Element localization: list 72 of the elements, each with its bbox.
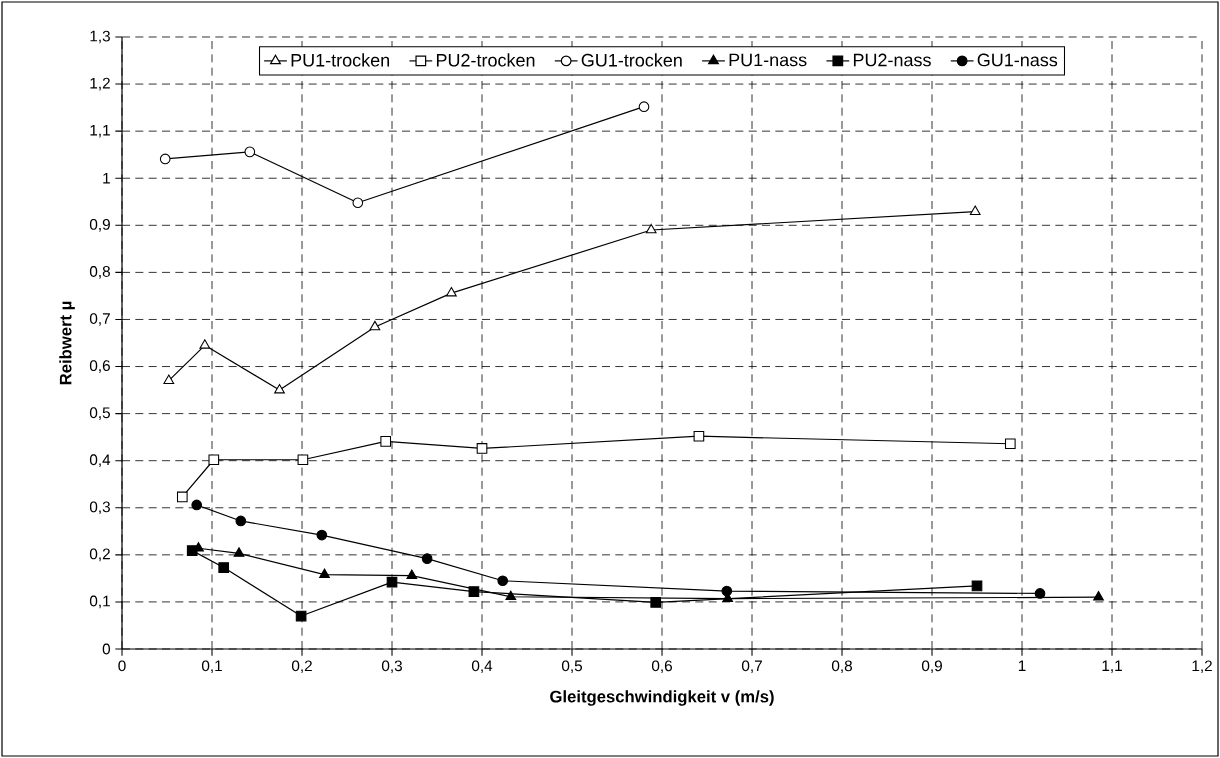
- point: [971, 580, 983, 592]
- point: [645, 223, 657, 234]
- point: [721, 585, 733, 597]
- y-tick-label: 0: [102, 643, 111, 655]
- point: [1004, 438, 1016, 450]
- legend-label: PU2-nass: [853, 53, 931, 67]
- x-tick-label: 0,8: [831, 660, 852, 674]
- point: [446, 286, 457, 297]
- x-tick-label: 0,2: [291, 660, 312, 674]
- point: [186, 545, 198, 556]
- point: [159, 153, 171, 165]
- point: [274, 383, 285, 394]
- y-tick-label: 0,1: [89, 595, 110, 609]
- point: [218, 562, 230, 573]
- point: [295, 610, 307, 622]
- y-tick-label: 1: [103, 172, 110, 184]
- y-tick-label: 1,2: [90, 77, 110, 91]
- y-axis-title: Reibwert µ: [59, 301, 75, 385]
- y-tick-label: 0,5: [89, 407, 110, 420]
- point: [380, 436, 392, 447]
- point: [421, 553, 433, 564]
- x-tick-label: 1,1: [1102, 660, 1122, 673]
- x-tick-label: 0,3: [381, 660, 402, 674]
- y-tick-label: 0,3: [89, 501, 110, 515]
- x-tick-label: 0,6: [651, 660, 672, 674]
- point: [191, 499, 203, 511]
- point: [476, 443, 488, 454]
- point: [244, 146, 256, 158]
- point: [319, 568, 330, 578]
- y-tick-label: 0,9: [89, 218, 110, 232]
- y-tick-label: 0,4: [89, 454, 111, 468]
- point: [316, 529, 328, 541]
- point: [369, 320, 381, 331]
- point: [208, 454, 220, 466]
- y-tick-label: 0,6: [89, 360, 110, 373]
- point: [233, 547, 245, 557]
- legend-label: GU1-trocken: [581, 53, 682, 67]
- point: [693, 430, 705, 442]
- point: [406, 569, 418, 579]
- legend-label: PU1-trocken: [291, 53, 390, 67]
- x-tick-label: 1,2: [1192, 660, 1212, 674]
- point: [468, 586, 480, 597]
- x-tick-label: 0,9: [921, 660, 942, 674]
- legend-label: PU2-trocken: [436, 53, 535, 67]
- point: [176, 491, 188, 503]
- x-tick-label: 0,7: [741, 660, 762, 674]
- y-tick-label: 1,3: [90, 30, 110, 44]
- legend-label: GU1-nass: [977, 53, 1058, 67]
- point: [650, 597, 662, 608]
- point: [1034, 588, 1046, 599]
- x-axis-title: Gleitgeschwindigkeit v (m/s): [550, 690, 774, 706]
- point: [386, 576, 398, 588]
- point: [163, 374, 175, 384]
- y-tick-label: 0,2: [89, 548, 110, 562]
- point: [297, 454, 309, 466]
- y-tick-label: 0,7: [89, 313, 110, 326]
- point: [199, 339, 211, 349]
- x-tick-label: 0,5: [561, 660, 583, 674]
- point: [638, 101, 650, 113]
- x-tick-label: 0,4: [471, 660, 493, 674]
- y-tick-label: 1,1: [90, 124, 110, 138]
- x-tick-label: 0: [118, 660, 126, 672]
- point: [1093, 591, 1104, 601]
- point: [969, 205, 981, 215]
- y-tick-label: 0,8: [89, 266, 110, 279]
- x-tick-label: 1: [1018, 660, 1026, 671]
- point: [235, 515, 247, 527]
- point: [352, 197, 364, 209]
- point: [505, 590, 517, 601]
- legend-label: PU1-nass: [729, 53, 807, 67]
- point: [497, 575, 509, 587]
- x-tick-label: 0,1: [201, 660, 222, 674]
